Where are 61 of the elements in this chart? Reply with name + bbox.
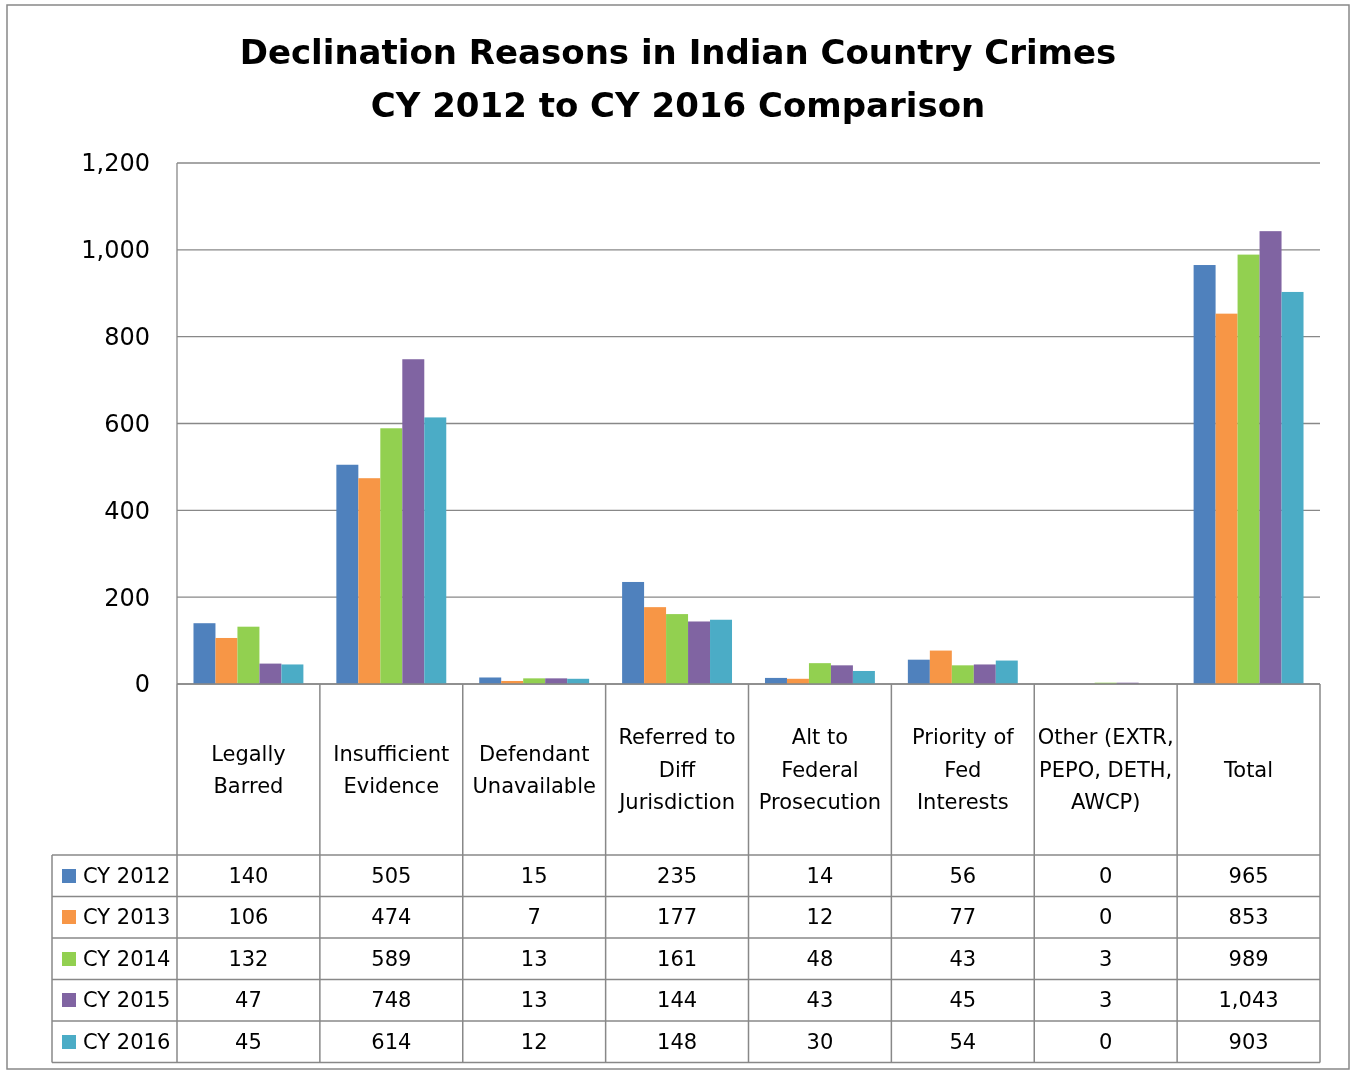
y-tick-label: 1,000 — [81, 236, 150, 265]
data-label: 1,043 — [1217, 987, 1280, 1015]
legend-label: CY 2012 — [83, 863, 171, 888]
data-label: 47 — [234, 987, 263, 1015]
data-label: 45 — [234, 1028, 263, 1056]
x-tick-label: Other (EXTR, PEPO, DETH, AWCP) — [1037, 725, 1174, 815]
y-tick-label: 0 — [134, 670, 150, 699]
data-label: 748 — [370, 987, 413, 1015]
data-label: 614 — [370, 1028, 413, 1056]
data-label: 13 — [519, 987, 549, 1015]
x-tick-label: Total — [1223, 757, 1274, 782]
x-tick-label: Referred to Diff Jurisdiction — [617, 725, 736, 815]
legend-label: CY 2016 — [83, 1029, 171, 1054]
legend-label: CY 2014 — [83, 946, 171, 971]
legend-label: CY 2015 — [83, 988, 171, 1013]
data-label: 14 — [805, 862, 835, 890]
data-label: 30 — [805, 1028, 835, 1056]
chart-title: Declination Reasons in Indian Country Crimes CY 2012 to CY 2016 Comparison — [239, 32, 1117, 125]
data-label: 3 — [1098, 987, 1114, 1015]
data-label: 965 — [1227, 862, 1270, 890]
data-label: 0 — [1098, 862, 1114, 890]
data-label: 853 — [1227, 904, 1270, 932]
data-label: 235 — [656, 862, 699, 890]
data-label: 132 — [227, 945, 270, 973]
y-tick-label: 600 — [104, 409, 150, 438]
y-tick-label: 1,200 — [81, 149, 150, 178]
data-label: 77 — [948, 904, 978, 932]
x-tick-label: Alt to Federal Prosecution — [758, 725, 882, 815]
data-label: 48 — [805, 945, 835, 973]
data-label: 12 — [805, 904, 835, 932]
x-tick-label: Insufficient Evidence — [333, 741, 450, 799]
data-label: 144 — [656, 987, 699, 1015]
y-tick-label: 400 — [104, 496, 150, 525]
data-label: 989 — [1227, 945, 1270, 973]
data-label: 54 — [948, 1028, 978, 1056]
data-label: 148 — [656, 1028, 699, 1056]
data-label: 474 — [370, 904, 413, 932]
data-label: 0 — [1098, 904, 1114, 932]
x-tick-label: Legally Barred — [211, 741, 286, 799]
data-label: 56 — [948, 862, 978, 890]
data-label: 15 — [519, 862, 549, 890]
data-label: 903 — [1227, 1028, 1270, 1056]
x-tick-label: Priority of Fed Interests — [911, 725, 1015, 815]
x-tick-label: Defendant Unavailable — [472, 741, 596, 799]
data-label: 161 — [656, 945, 699, 973]
data-label: 13 — [519, 945, 549, 973]
data-label: 12 — [519, 1028, 549, 1056]
data-label: 7 — [526, 904, 542, 932]
data-label: 106 — [227, 904, 270, 932]
data-label: 505 — [370, 862, 413, 890]
y-tick-label: 200 — [104, 583, 150, 612]
data-label: 43 — [805, 987, 835, 1015]
data-label: 0 — [1098, 1028, 1114, 1056]
y-tick-label: 800 — [104, 323, 150, 352]
data-label: 589 — [370, 945, 413, 973]
data-label: 3 — [1098, 945, 1114, 973]
data-label: 45 — [948, 987, 978, 1015]
data-label: 43 — [948, 945, 978, 973]
data-label: 177 — [656, 904, 699, 932]
data-label: 140 — [227, 862, 270, 890]
legend-label: CY 2013 — [83, 905, 171, 930]
